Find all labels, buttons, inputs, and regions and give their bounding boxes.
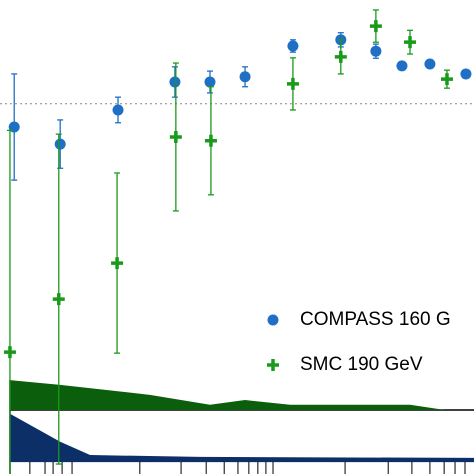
legend-marker (267, 314, 279, 326)
point (396, 60, 408, 72)
point (204, 134, 217, 147)
area (9, 413, 474, 463)
point (54, 138, 66, 150)
point (440, 73, 453, 86)
point (334, 50, 347, 63)
point (169, 76, 181, 88)
point (169, 130, 182, 143)
point (286, 77, 299, 90)
area (9, 380, 446, 411)
point (370, 45, 382, 57)
point (3, 346, 16, 359)
point (369, 20, 382, 33)
legend-label: COMPASS 160 G (300, 309, 451, 330)
legend-marker (267, 359, 279, 371)
point (404, 36, 417, 49)
point (460, 68, 472, 80)
point (111, 257, 124, 270)
point (112, 104, 124, 116)
point (287, 40, 299, 52)
point (204, 76, 216, 88)
point (424, 58, 436, 70)
point (239, 71, 251, 83)
point (52, 293, 65, 306)
legend-label: SMC 190 GeV (300, 354, 423, 375)
